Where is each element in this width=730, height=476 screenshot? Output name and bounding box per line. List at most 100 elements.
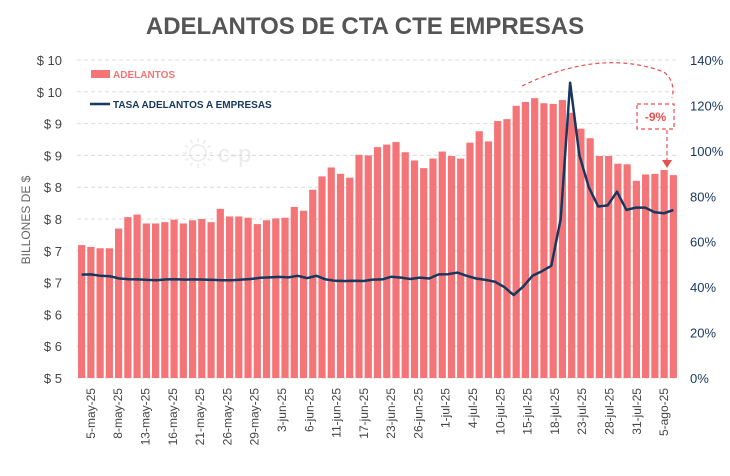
x-tick-label: 1-jul-25 — [439, 388, 453, 428]
right-tick-label: 120% — [690, 98, 724, 113]
bar — [198, 219, 206, 378]
bar — [355, 154, 363, 378]
x-tick-label: 29-may-25 — [248, 388, 262, 446]
bar — [133, 214, 141, 378]
bar — [521, 101, 530, 378]
left-tick-label: $ 9 — [44, 148, 62, 163]
x-tick-label: 26-may-25 — [220, 388, 234, 446]
bar — [244, 217, 252, 378]
bar — [558, 100, 567, 379]
bar — [577, 128, 585, 378]
right-tick-label: 80% — [690, 189, 716, 204]
legend-label-bars: ADELANTOS — [113, 70, 175, 81]
bar — [290, 206, 298, 378]
bar — [299, 210, 308, 378]
right-tick-label: 40% — [690, 280, 716, 295]
x-tick-label: 28-jul-25 — [603, 388, 617, 435]
bar — [281, 217, 289, 378]
rate-line — [81, 81, 674, 297]
bar — [420, 168, 428, 378]
bar — [142, 223, 150, 378]
x-tick-label: 6-jun-25 — [302, 388, 316, 432]
bars — [78, 98, 677, 379]
left-tick-label: $ 7 — [44, 244, 62, 259]
bar — [660, 170, 668, 378]
annotation-arrowhead — [662, 160, 672, 168]
right-tick-label: 140% — [690, 53, 724, 68]
bar — [364, 155, 372, 378]
bar — [170, 219, 178, 378]
right-tick-label: 60% — [690, 235, 716, 250]
bar — [161, 222, 169, 378]
bar — [115, 228, 123, 378]
bar — [512, 105, 520, 379]
bar — [503, 119, 511, 378]
left-tick-label: $ 8 — [44, 180, 62, 195]
x-tick-label: 18-jul-25 — [548, 388, 562, 435]
y-axis-label: BILLONES DE $ — [19, 175, 33, 264]
x-tick-label: 15-jul-25 — [521, 388, 535, 435]
bar — [346, 177, 354, 378]
bar — [373, 147, 382, 378]
right-tick-label: 0% — [690, 371, 709, 386]
bar — [614, 163, 622, 378]
bar — [429, 158, 437, 378]
annotation-box — [636, 103, 675, 130]
bar — [392, 142, 400, 378]
legend-label-line: TASA ADELANTOS A EMPRESAS — [113, 100, 272, 111]
axes: $ 5 $ 6 $ 6 $ 7 $ 7 $ 8 $ 8 $ 9 $ 9 $ 10 $ 10 0% 20%… — [37, 53, 724, 445]
bar — [410, 160, 419, 378]
x-tick-label: 26-jun-25 — [411, 388, 425, 439]
bar — [549, 103, 557, 378]
x-tick-label: 4-jul-25 — [466, 388, 480, 428]
x-tick-label: 16-may-25 — [166, 388, 180, 446]
bar — [188, 220, 197, 378]
left-tick-label: $ 10 — [37, 85, 62, 100]
bar — [272, 218, 280, 378]
bar — [632, 180, 640, 378]
x-tick-label: 23-jun-25 — [384, 388, 398, 439]
legend-swatch-bars — [91, 70, 110, 78]
bar — [475, 131, 483, 378]
bar — [96, 248, 104, 378]
rate-line-path — [81, 81, 674, 297]
bar — [494, 121, 502, 378]
bar — [253, 224, 261, 378]
bar — [336, 173, 345, 378]
left-tick-label: $ 8 — [44, 212, 62, 227]
bar — [179, 223, 187, 378]
bar — [568, 112, 576, 379]
annotation-label: -9% — [645, 110, 667, 124]
x-tick-label: 31-jul-25 — [630, 388, 644, 435]
bar — [151, 223, 160, 378]
bar — [531, 98, 539, 378]
bar — [216, 208, 224, 378]
x-tick-label: 11-jun-25 — [330, 388, 344, 438]
bar — [595, 156, 604, 378]
bar — [124, 217, 132, 378]
bar — [207, 222, 215, 378]
left-tick-label: $ 5 — [44, 371, 62, 386]
bar — [642, 174, 650, 378]
bar — [484, 141, 493, 378]
bar — [623, 164, 631, 378]
x-tick-label: 3-jun-25 — [275, 388, 289, 432]
watermark-text: c-p — [218, 141, 251, 168]
bar — [78, 245, 86, 378]
bar — [327, 167, 335, 378]
annotation-arc — [521, 62, 674, 99]
annotation: -9% — [521, 62, 675, 168]
bar — [309, 189, 317, 378]
left-tick-label: $ 10 — [37, 53, 62, 68]
x-tick-label: 8-may-25 — [111, 388, 125, 439]
left-tick-label: $ 9 — [44, 117, 62, 132]
bar — [225, 216, 234, 378]
bar — [105, 248, 113, 378]
bar — [235, 216, 243, 378]
left-tick-label: $ 6 — [44, 307, 62, 322]
x-tick-label: 17-jun-25 — [357, 388, 371, 439]
chart-title: ADELANTOS DE CTA CTE EMPRESAS — [146, 13, 584, 40]
left-tick-label: $ 6 — [44, 339, 62, 354]
